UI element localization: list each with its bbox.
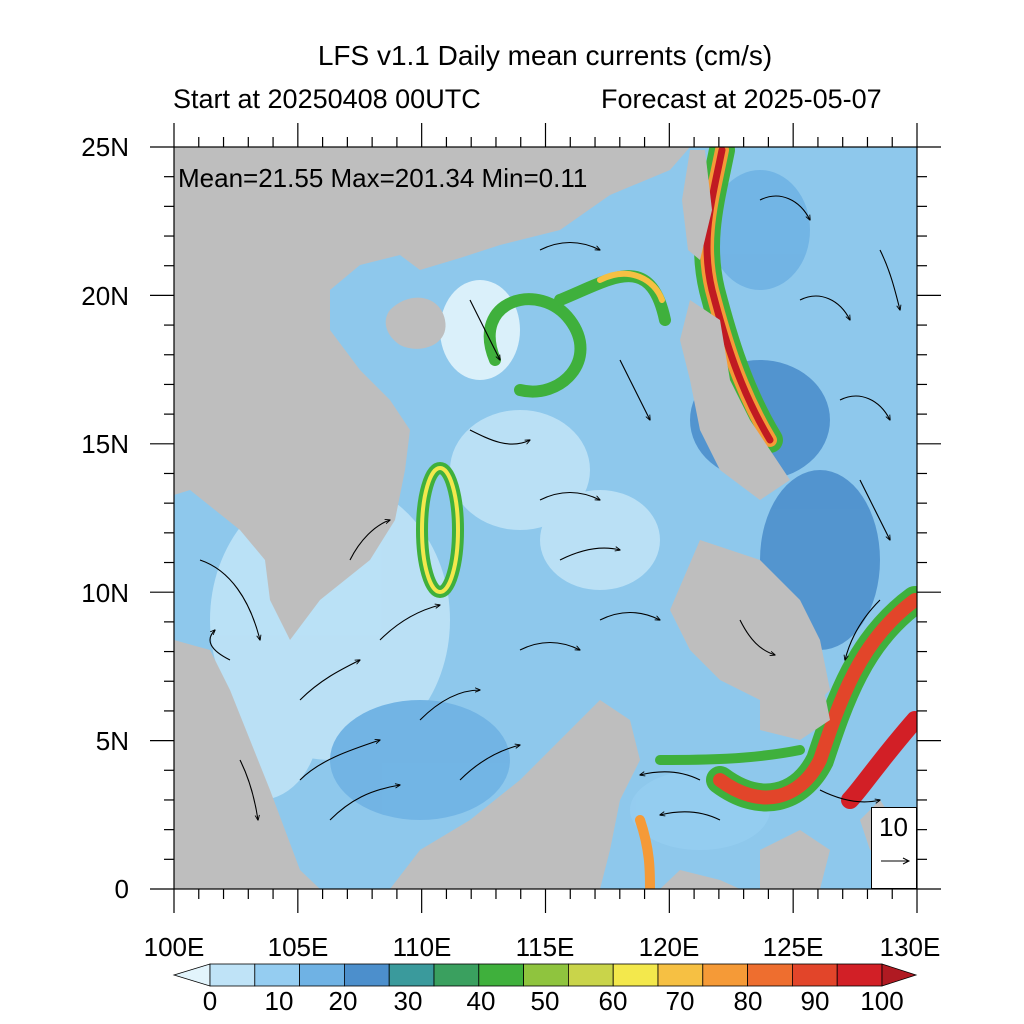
streamlines — [199, 195, 900, 820]
strong-currents — [177, 147, 917, 889]
colorbar-swatch — [254, 963, 301, 987]
colorbar-label: 30 — [393, 986, 423, 1016]
colorbar-swatch — [702, 963, 748, 987]
x-tick-label: 115E — [515, 932, 575, 962]
colorbar-max-triangle — [881, 963, 918, 987]
x-tick-label: 105E — [267, 932, 329, 962]
arrow-right-icon — [881, 857, 911, 865]
colorbar-swatch — [209, 963, 256, 987]
reference-vector-box: 10 — [871, 807, 917, 889]
colorbar-swatch — [657, 963, 704, 987]
y-tick-label: 5N — [95, 726, 129, 756]
colorbar-label: 80 — [733, 986, 763, 1016]
colorbar-swatch — [567, 963, 614, 987]
colorbar-label: 40 — [466, 986, 496, 1016]
axis-ticks — [150, 123, 941, 913]
y-tick-label: 15N — [81, 429, 129, 459]
colorbar-min-triangle — [172, 963, 211, 987]
colorbar-label: 0 — [202, 986, 218, 1016]
colorbar-swatch — [612, 963, 659, 987]
colorbar-label: 70 — [665, 986, 695, 1016]
y-tick-label: 20N — [81, 281, 129, 311]
y-tick-label: 0 — [114, 874, 129, 904]
x-tick-label: 110E — [392, 932, 452, 962]
chart-title: LFS v1.1 Daily mean currents (cm/s) — [317, 40, 773, 71]
colorbar-swatch — [792, 963, 838, 987]
colorbar-swatch — [836, 963, 883, 987]
x-tick-label: 125E — [762, 932, 824, 962]
y-tick-label: 10N — [81, 578, 129, 608]
x-tick-label: 120E — [638, 932, 700, 962]
colorbar-swatch — [478, 963, 524, 987]
colorbar-label: 10 — [264, 986, 294, 1016]
y-tick-label: 25N — [81, 132, 129, 162]
colorbar-label: 90 — [800, 986, 830, 1016]
colorbar — [172, 963, 918, 987]
colorbar-swatch — [747, 963, 793, 987]
colorbar-swatch — [523, 963, 569, 987]
colorbar-swatch — [433, 963, 480, 987]
reference-vector-value: 10 — [879, 812, 908, 842]
land — [174, 147, 900, 889]
x-tick-label: 100E — [143, 932, 205, 962]
colorbar-label: 60 — [598, 986, 628, 1016]
colorbar-label: 100 — [860, 986, 904, 1016]
x-tick-label: 130E — [879, 932, 941, 962]
colorbar-swatch — [388, 963, 435, 987]
forecast-date-label: Forecast at 2025-05-07 — [601, 84, 882, 114]
colorbar-swatch — [343, 963, 390, 987]
colorbar-swatch — [299, 963, 345, 987]
run-start-label: Start at 20250408 00UTC — [173, 84, 481, 114]
statistics-label: Mean=21.55 Max=201.34 Min=0.11 — [178, 163, 588, 193]
colorbar-label: 20 — [328, 986, 358, 1016]
colorbar-label: 50 — [530, 986, 560, 1016]
